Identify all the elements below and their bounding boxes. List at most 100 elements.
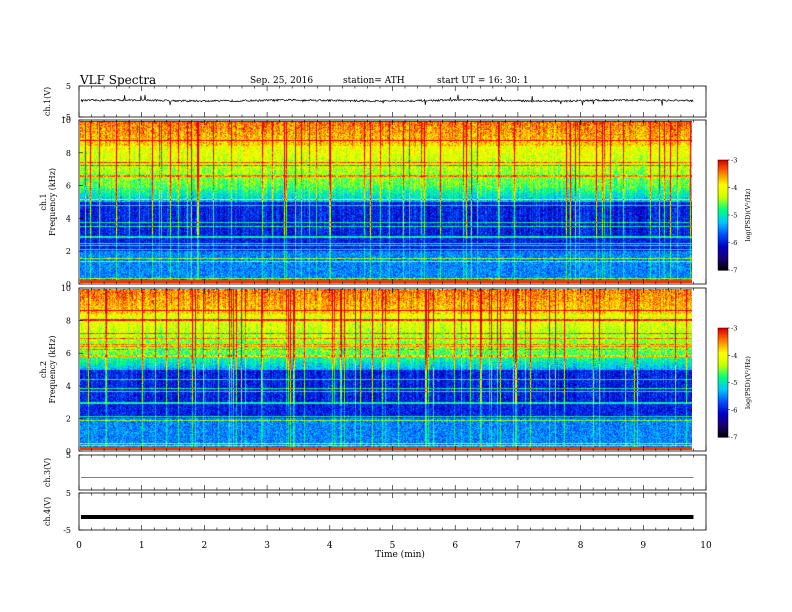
x-tick-label: 7 (515, 541, 521, 551)
colorbar-segment (718, 193, 728, 196)
colorbar-segment (718, 335, 728, 338)
colorbar-segment (718, 218, 728, 222)
colorbar-segment (718, 420, 728, 424)
colorbar-segment (718, 174, 728, 178)
colorbar-segment (718, 213, 728, 216)
y-tick-label: 10 (61, 284, 71, 293)
colorbar-segment (718, 373, 728, 376)
colorbar-segment (718, 251, 728, 255)
y-tick-label: 5 (66, 489, 71, 498)
colorbar-segment (718, 400, 728, 404)
colorbar-segment (718, 227, 728, 231)
colorbar-segment (718, 433, 728, 436)
colorbar-segment (718, 406, 728, 409)
colorbar-segment (718, 429, 728, 433)
colorbar-segment (718, 426, 728, 429)
colorbar-segment (718, 404, 728, 407)
y-tick-label: 5 (66, 82, 71, 91)
colorbar-segment (718, 393, 728, 396)
x-tick-label: 4 (327, 541, 333, 551)
colorbar-segment (718, 391, 728, 394)
colorbar-segment (718, 264, 728, 267)
colorbar-segment (718, 397, 728, 400)
colorbar-segment (718, 231, 728, 234)
colorbar-segment (718, 205, 728, 209)
colorbar-tick-label: -3 (731, 325, 737, 333)
colorbar-segment (718, 342, 728, 345)
colorbar-segment (718, 418, 728, 422)
colorbar-segment (718, 262, 728, 266)
colorbar-tick-label: -3 (731, 157, 737, 165)
colorbar-segment (718, 329, 728, 333)
colorbar-segment (718, 200, 728, 203)
colorbar-segment (718, 216, 728, 220)
colorbar-segment (718, 333, 728, 336)
x-tick-label: 6 (452, 541, 458, 551)
ch4-waveform-panel: 5 -5 ch.4(V) (43, 489, 707, 535)
colorbar-segment (718, 413, 728, 416)
y-axis-label: ch.1(V) (43, 87, 52, 116)
y-axis-label: Frequency (kHz) (48, 168, 57, 236)
colorbar-segment (718, 194, 728, 198)
figure-title: VLF Spectra (79, 73, 156, 87)
colorbar-segment (718, 358, 728, 362)
x-tick-label: 10 (700, 541, 712, 551)
y-axis-label: ch.4(V) (43, 497, 52, 526)
colorbar-label: log(PSD)(V²/Hz) (744, 188, 752, 241)
y-tick-label: 4 (66, 382, 71, 391)
x-tick-label: 3 (264, 541, 270, 551)
colorbar-segment (718, 367, 728, 371)
colorbar-segment (718, 387, 728, 391)
y-tick-label: 6 (66, 349, 71, 358)
y-tick-label: 5 (66, 451, 71, 460)
y-tick-label: 0 (66, 447, 71, 456)
colorbar-segment (718, 337, 728, 340)
colorbar-segment (718, 180, 728, 183)
colorbar-segment (718, 202, 728, 205)
colorbar-segment (718, 364, 728, 367)
colorbar-segment (718, 246, 728, 249)
colorbar-segment (718, 182, 728, 185)
y-tick-label: -5 (63, 526, 71, 535)
y-axis-label: ch.1 (39, 193, 48, 210)
colorbar-segment (718, 346, 728, 349)
colorbar-segment (718, 371, 728, 375)
colorbar-segment (718, 237, 728, 240)
colorbar-segment (718, 172, 728, 176)
colorbar-segment (718, 215, 728, 218)
colorbar-segment (718, 398, 728, 402)
colorbar-segment (718, 187, 728, 190)
colorbar-segment (718, 389, 728, 393)
ch1-signal-line (80, 94, 694, 106)
colorbar-segment (718, 375, 728, 378)
colorbar-tick-label: -4 (731, 352, 737, 360)
colorbar-segment (718, 207, 728, 211)
colorbar-segment (718, 369, 728, 373)
spectrogram-canvas (80, 289, 692, 450)
y-tick-label: 4 (66, 214, 71, 223)
colorbar-segment (718, 328, 728, 331)
colorbar-tick-label: -4 (731, 184, 737, 192)
colorbar-segment (718, 427, 728, 431)
ch1-waveform-panel: 5 -5 ch.1(V) (43, 82, 707, 122)
colorbar-segment (718, 185, 728, 189)
ch2-spectrogram-panel: 0 2 4 6 8 10 ch.2 Frequency (kHz) -3 -4 -5 -6 -7 log(… (39, 284, 752, 456)
colorbar-tick-label: -6 (731, 406, 737, 414)
colorbar-segment (718, 244, 728, 247)
start-time-label: start UT = 16: 30: 1 (437, 76, 529, 86)
colorbar-segment (718, 248, 728, 251)
colorbar-tick-label: -7 (731, 267, 737, 275)
x-tick-label: 5 (390, 541, 396, 551)
x-tick-label: 9 (640, 541, 646, 551)
y-tick-label: 6 (66, 182, 71, 191)
y-tick-label: -5 (63, 113, 71, 122)
colorbar-segment (718, 196, 728, 200)
y-tick-label: 10 (61, 116, 71, 125)
colorbar-tick-label: -5 (731, 379, 737, 387)
y-tick-label: 0 (66, 280, 71, 289)
colorbar-segment (718, 377, 728, 380)
colorbar-segment (718, 395, 728, 398)
x-tick-label: 8 (578, 541, 584, 551)
y-tick-label: 8 (66, 317, 71, 326)
colorbar-segment (718, 169, 728, 172)
